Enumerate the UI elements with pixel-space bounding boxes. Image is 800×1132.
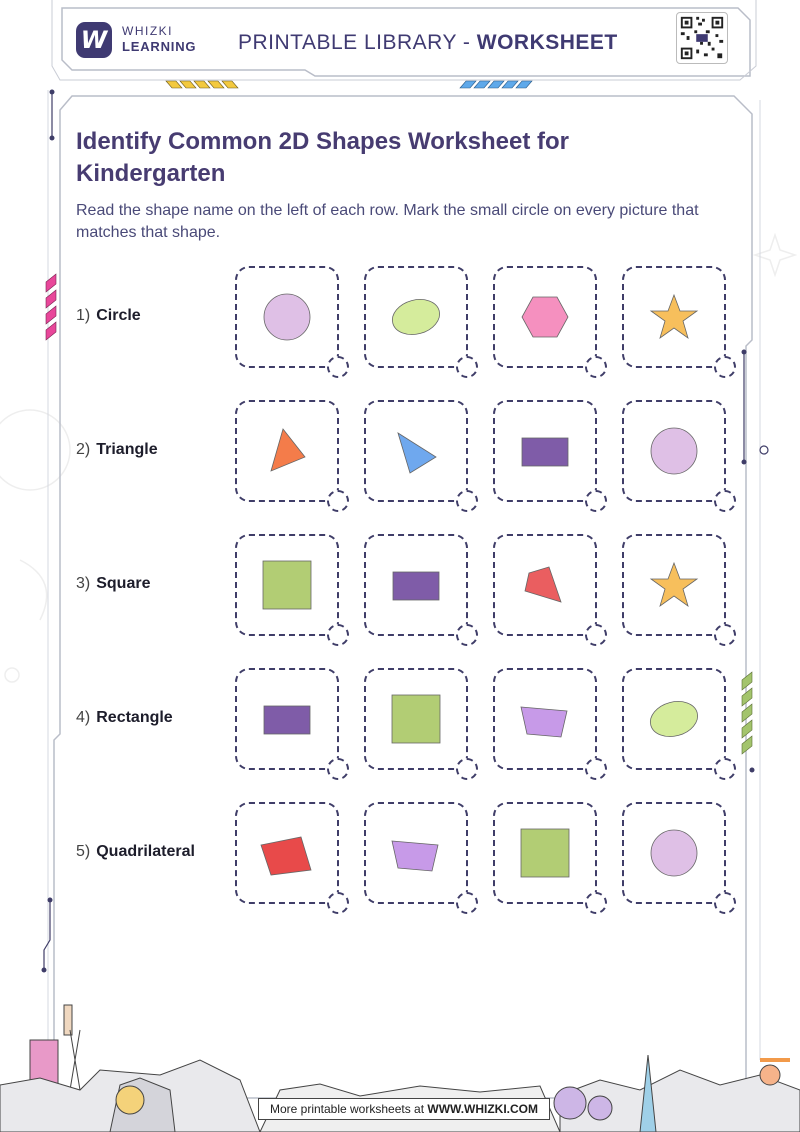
row-shape-name: Quadrilateral (96, 843, 195, 860)
ellipse-shape-icon (392, 299, 440, 335)
row-label: 5) Quadrilateral (76, 843, 195, 861)
answer-mark-circle[interactable] (327, 758, 349, 780)
circle-shape-icon (263, 293, 311, 341)
answer-mark-circle[interactable] (585, 356, 607, 378)
trapezoid-shape-icon (391, 840, 439, 872)
header-title-strong: WORKSHEET (476, 31, 618, 54)
row-shape-name: Rectangle (96, 709, 173, 726)
header: W WHIZKI LEARNING PRINTABLE LIBRARY - WO… (62, 0, 752, 76)
answer-mark-circle[interactable] (714, 490, 736, 512)
shape-card-square (493, 802, 607, 914)
shape-card-trapezoid (493, 668, 607, 780)
shape-card-star (622, 266, 736, 378)
answer-mark-circle[interactable] (456, 490, 478, 512)
ellipse-shape-icon (650, 701, 698, 737)
shape-card-ellipse (364, 266, 478, 378)
answer-mark-circle[interactable] (714, 758, 736, 780)
shape-card-square (235, 534, 349, 646)
footer-link[interactable]: WWW.WHIZKI.COM (427, 1102, 539, 1116)
brand-line2: LEARNING (122, 39, 197, 54)
shape-card-triangle-right (364, 400, 478, 512)
answer-mark-circle[interactable] (714, 892, 736, 914)
answer-mark-circle[interactable] (456, 758, 478, 780)
triangle-left-shape-icon (270, 428, 306, 472)
kite-shape-icon (524, 566, 562, 603)
answer-mark-circle[interactable] (327, 892, 349, 914)
row-number: 3) (76, 575, 91, 592)
shape-card-rectangle (364, 534, 478, 646)
brand-line1: WHIZKI (122, 24, 173, 38)
shape-card-trapezoid (364, 802, 478, 914)
answer-mark-circle[interactable] (585, 758, 607, 780)
triangle-right-shape-icon (397, 432, 437, 474)
shape-card-circle (235, 266, 349, 378)
square-shape-icon (520, 828, 570, 878)
row-number: 1) (76, 307, 91, 324)
shape-card-hexagon (493, 266, 607, 378)
answer-mark-circle[interactable] (456, 624, 478, 646)
rectangle-shape-icon (392, 571, 440, 601)
shape-card-square (364, 668, 478, 780)
square-shape-icon (391, 694, 441, 744)
shape-card-quad-red (235, 802, 349, 914)
shape-card-circle (622, 400, 736, 512)
answer-mark-circle[interactable] (714, 624, 736, 646)
shape-card-star (622, 534, 736, 646)
header-title-prefix: PRINTABLE LIBRARY - (238, 31, 477, 54)
square-shape-icon (262, 560, 312, 610)
answer-mark-circle[interactable] (714, 356, 736, 378)
hexagon-shape-icon (521, 296, 569, 338)
answer-mark-circle[interactable] (456, 356, 478, 378)
answer-mark-circle[interactable] (327, 624, 349, 646)
answer-mark-circle[interactable] (327, 490, 349, 512)
footer-banner: More printable worksheets at WWW.WHIZKI.… (258, 1098, 550, 1120)
quad-red-shape-icon (260, 836, 312, 876)
answer-mark-circle[interactable] (585, 892, 607, 914)
circle-shape-icon (650, 829, 698, 877)
shape-card-rectangle (493, 400, 607, 512)
answer-mark-circle[interactable] (585, 624, 607, 646)
answer-mark-circle[interactable] (585, 490, 607, 512)
star-shape-icon (649, 293, 699, 339)
star-shape-icon (649, 561, 699, 607)
row-label: 3) Square (76, 575, 150, 593)
worksheet-title: Identify Common 2D Shapes Worksheet for … (76, 128, 569, 187)
answer-mark-circle[interactable] (456, 892, 478, 914)
rectangle-shape-icon (521, 437, 569, 467)
qr-code-icon[interactable] (676, 12, 728, 64)
trapezoid-shape-icon (520, 706, 568, 738)
brand-wordmark: WHIZKI LEARNING (122, 24, 196, 54)
row-number: 5) (76, 843, 91, 860)
shape-card-circle (622, 802, 736, 914)
row-label: 4) Rectangle (76, 709, 173, 727)
circle-shape-icon (650, 427, 698, 475)
row-number: 4) (76, 709, 91, 726)
rectangle-shape-icon (263, 705, 311, 735)
whizki-logo[interactable]: W (76, 22, 112, 58)
shape-card-rectangle (235, 668, 349, 780)
header-title: PRINTABLE LIBRARY - WORKSHEET (238, 31, 618, 55)
shape-card-kite (493, 534, 607, 646)
footer-text: More printable worksheets at (269, 1102, 428, 1116)
answer-mark-circle[interactable] (327, 356, 349, 378)
row-number: 2) (76, 441, 91, 458)
row-shape-name: Square (96, 575, 151, 592)
shape-card-triangle-left (235, 400, 349, 512)
shape-card-ellipse (622, 668, 736, 780)
row-label: 1) Circle (76, 307, 141, 325)
row-shape-name: Circle (96, 307, 141, 324)
row-label: 2) Triangle (76, 441, 158, 459)
row-shape-name: Triangle (96, 441, 158, 458)
worksheet-instructions: Read the shape name on the left of each … (76, 202, 699, 241)
